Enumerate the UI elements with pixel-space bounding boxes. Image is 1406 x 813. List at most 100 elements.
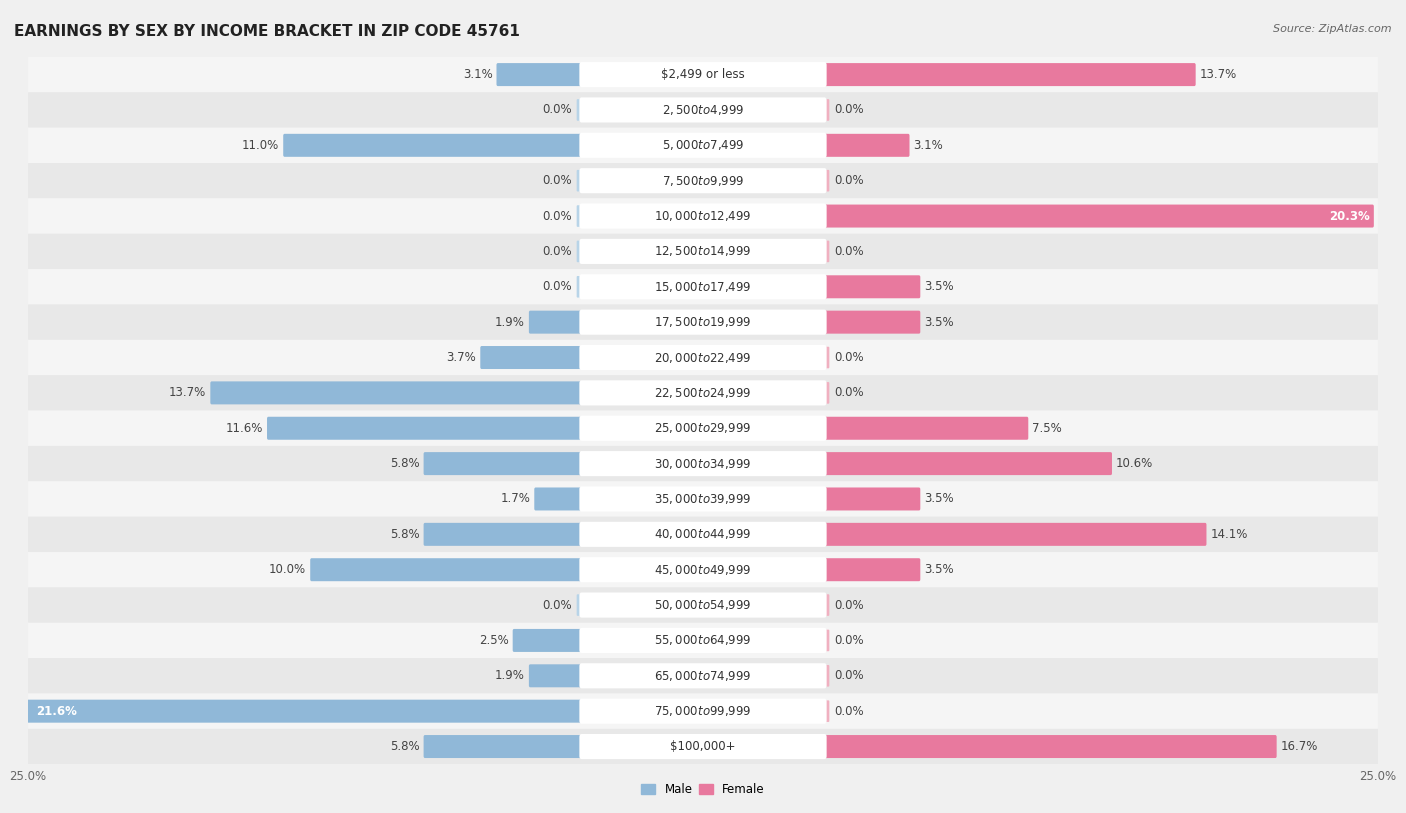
FancyBboxPatch shape xyxy=(823,559,921,581)
FancyBboxPatch shape xyxy=(579,168,827,193)
Text: 7.5%: 7.5% xyxy=(1032,422,1062,435)
FancyBboxPatch shape xyxy=(579,486,827,511)
FancyBboxPatch shape xyxy=(28,304,1378,340)
FancyBboxPatch shape xyxy=(579,310,827,335)
FancyBboxPatch shape xyxy=(311,559,583,581)
FancyBboxPatch shape xyxy=(28,693,1378,729)
Text: $17,500 to $19,999: $17,500 to $19,999 xyxy=(654,315,752,329)
Text: 3.1%: 3.1% xyxy=(914,139,943,152)
FancyBboxPatch shape xyxy=(579,415,827,441)
Text: EARNINGS BY SEX BY INCOME BRACKET IN ZIP CODE 45761: EARNINGS BY SEX BY INCOME BRACKET IN ZIP… xyxy=(14,24,520,39)
FancyBboxPatch shape xyxy=(28,375,1378,411)
FancyBboxPatch shape xyxy=(28,587,1378,623)
Text: 1.9%: 1.9% xyxy=(495,315,524,328)
FancyBboxPatch shape xyxy=(824,629,830,651)
Text: 3.5%: 3.5% xyxy=(924,280,955,293)
Text: $65,000 to $74,999: $65,000 to $74,999 xyxy=(654,669,752,683)
FancyBboxPatch shape xyxy=(579,698,827,724)
Text: 0.0%: 0.0% xyxy=(834,386,863,399)
Text: 1.7%: 1.7% xyxy=(501,493,530,506)
FancyBboxPatch shape xyxy=(496,63,583,86)
Text: 11.0%: 11.0% xyxy=(242,139,280,152)
Text: $30,000 to $34,999: $30,000 to $34,999 xyxy=(654,457,752,471)
FancyBboxPatch shape xyxy=(823,523,1206,546)
FancyBboxPatch shape xyxy=(579,734,827,759)
FancyBboxPatch shape xyxy=(28,269,1378,304)
FancyBboxPatch shape xyxy=(0,700,583,723)
Text: 0.0%: 0.0% xyxy=(543,245,572,258)
Text: 20.3%: 20.3% xyxy=(1329,210,1369,223)
Text: 0.0%: 0.0% xyxy=(543,280,572,293)
FancyBboxPatch shape xyxy=(28,446,1378,481)
Text: $35,000 to $39,999: $35,000 to $39,999 xyxy=(654,492,752,506)
FancyBboxPatch shape xyxy=(823,205,1374,228)
FancyBboxPatch shape xyxy=(824,665,830,687)
FancyBboxPatch shape xyxy=(28,411,1378,446)
Text: $75,000 to $99,999: $75,000 to $99,999 xyxy=(654,704,752,718)
FancyBboxPatch shape xyxy=(823,63,1195,86)
Text: 0.0%: 0.0% xyxy=(834,245,863,258)
FancyBboxPatch shape xyxy=(423,523,583,546)
FancyBboxPatch shape xyxy=(579,239,827,264)
Text: 5.8%: 5.8% xyxy=(389,528,419,541)
Text: 0.0%: 0.0% xyxy=(834,174,863,187)
Text: 0.0%: 0.0% xyxy=(834,669,863,682)
Text: 13.7%: 13.7% xyxy=(1199,68,1237,81)
FancyBboxPatch shape xyxy=(579,557,827,582)
Text: 5.8%: 5.8% xyxy=(389,740,419,753)
Text: 0.0%: 0.0% xyxy=(543,174,572,187)
FancyBboxPatch shape xyxy=(28,92,1378,128)
Text: 3.5%: 3.5% xyxy=(924,493,955,506)
FancyBboxPatch shape xyxy=(576,594,582,616)
Text: $2,499 or less: $2,499 or less xyxy=(661,68,745,81)
FancyBboxPatch shape xyxy=(529,311,583,333)
Text: $7,500 to $9,999: $7,500 to $9,999 xyxy=(662,174,744,188)
Text: $15,000 to $17,499: $15,000 to $17,499 xyxy=(654,280,752,293)
FancyBboxPatch shape xyxy=(481,346,583,369)
Text: 13.7%: 13.7% xyxy=(169,386,207,399)
FancyBboxPatch shape xyxy=(824,346,830,368)
FancyBboxPatch shape xyxy=(579,62,827,87)
Text: $10,000 to $12,499: $10,000 to $12,499 xyxy=(654,209,752,223)
FancyBboxPatch shape xyxy=(28,234,1378,269)
FancyBboxPatch shape xyxy=(28,659,1378,693)
Text: $55,000 to $64,999: $55,000 to $64,999 xyxy=(654,633,752,647)
FancyBboxPatch shape xyxy=(28,623,1378,659)
FancyBboxPatch shape xyxy=(283,134,583,157)
FancyBboxPatch shape xyxy=(824,594,830,616)
FancyBboxPatch shape xyxy=(576,241,582,263)
Text: Source: ZipAtlas.com: Source: ZipAtlas.com xyxy=(1274,24,1392,34)
FancyBboxPatch shape xyxy=(579,345,827,370)
FancyBboxPatch shape xyxy=(28,198,1378,234)
Text: 3.5%: 3.5% xyxy=(924,315,955,328)
FancyBboxPatch shape xyxy=(823,311,921,333)
FancyBboxPatch shape xyxy=(579,663,827,689)
Text: 3.1%: 3.1% xyxy=(463,68,492,81)
FancyBboxPatch shape xyxy=(534,488,583,511)
FancyBboxPatch shape xyxy=(423,452,583,475)
FancyBboxPatch shape xyxy=(579,628,827,653)
FancyBboxPatch shape xyxy=(579,451,827,476)
Text: 11.6%: 11.6% xyxy=(225,422,263,435)
Text: 0.0%: 0.0% xyxy=(834,598,863,611)
Text: 0.0%: 0.0% xyxy=(834,634,863,647)
FancyBboxPatch shape xyxy=(823,452,1112,475)
Text: 3.7%: 3.7% xyxy=(447,351,477,364)
FancyBboxPatch shape xyxy=(824,241,830,263)
FancyBboxPatch shape xyxy=(579,98,827,123)
FancyBboxPatch shape xyxy=(28,481,1378,517)
FancyBboxPatch shape xyxy=(28,517,1378,552)
FancyBboxPatch shape xyxy=(823,276,921,298)
FancyBboxPatch shape xyxy=(823,488,921,511)
FancyBboxPatch shape xyxy=(579,274,827,299)
Text: 0.0%: 0.0% xyxy=(543,103,572,116)
FancyBboxPatch shape xyxy=(823,735,1277,758)
Text: 0.0%: 0.0% xyxy=(834,705,863,718)
FancyBboxPatch shape xyxy=(211,381,583,404)
Text: 0.0%: 0.0% xyxy=(834,103,863,116)
Text: 16.7%: 16.7% xyxy=(1281,740,1317,753)
FancyBboxPatch shape xyxy=(824,99,830,121)
FancyBboxPatch shape xyxy=(513,629,583,652)
FancyBboxPatch shape xyxy=(28,340,1378,375)
Text: $100,000+: $100,000+ xyxy=(671,740,735,753)
